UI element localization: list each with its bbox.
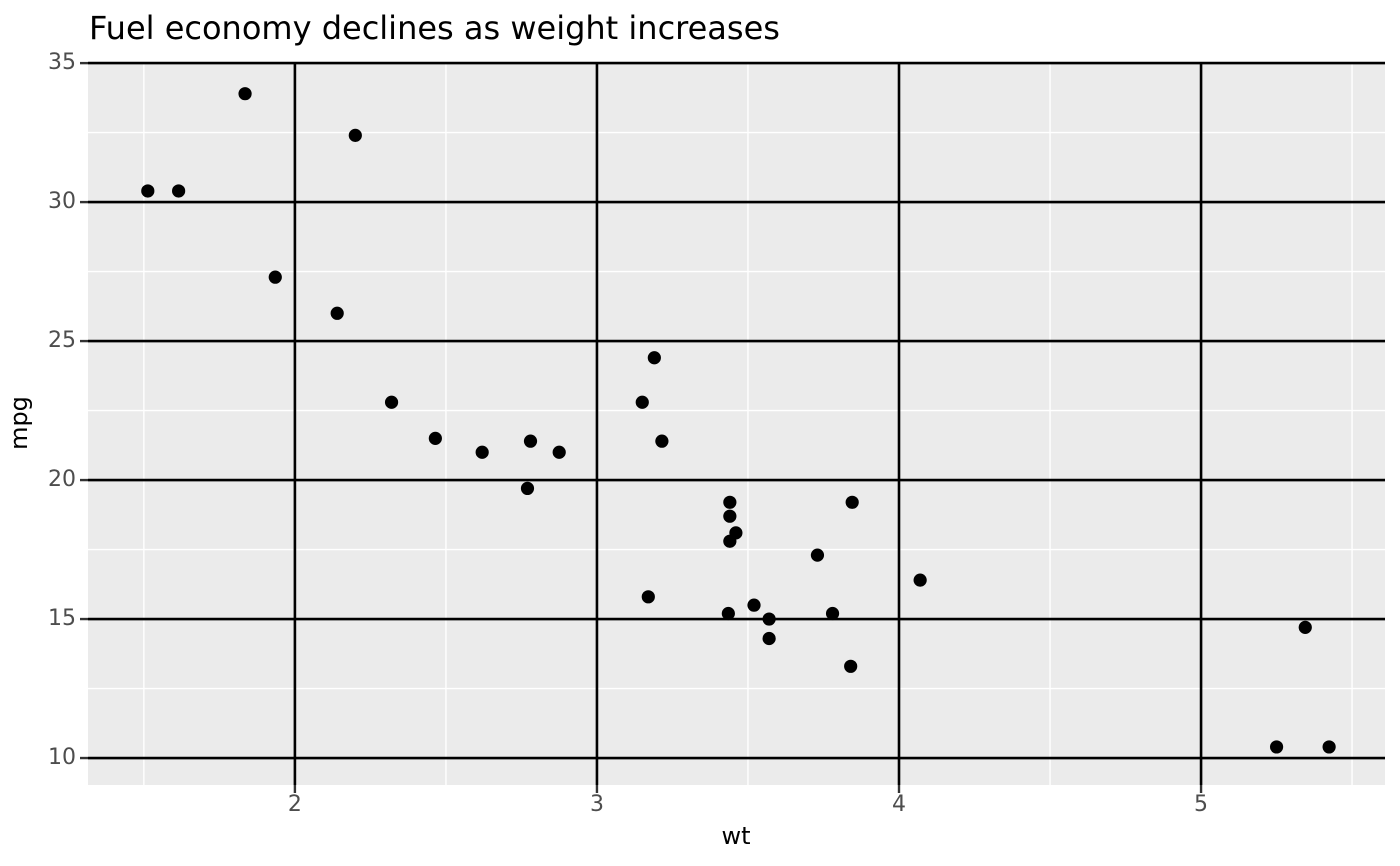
data-point [523, 434, 538, 448]
data-point [913, 573, 927, 587]
data-point [141, 184, 155, 198]
data-point [762, 612, 776, 626]
x-tick-label: 3 [589, 792, 604, 817]
data-point [635, 395, 649, 409]
data-point [723, 534, 737, 548]
data-point [475, 445, 489, 459]
data-point [1298, 620, 1312, 634]
data-point [348, 128, 362, 142]
y-tick-label: 35 [48, 50, 76, 76]
y-tick-label: 30 [48, 189, 76, 215]
x-tick-label: 5 [1194, 792, 1209, 817]
data-point [330, 306, 344, 320]
data-point [747, 598, 761, 612]
data-point [810, 548, 825, 562]
x-axis-title: wt [721, 822, 751, 850]
data-point [844, 659, 858, 673]
data-point [552, 445, 566, 459]
data-point [428, 431, 442, 445]
data-point [1322, 740, 1336, 754]
data-point [647, 351, 661, 365]
data-point [641, 590, 655, 604]
y-axis-title: mpg [5, 396, 33, 450]
y-tick-label: 25 [48, 328, 76, 354]
plot-panel [80, 61, 1385, 793]
x-tick-label: 4 [892, 792, 906, 817]
data-point [268, 270, 282, 284]
data-point [384, 395, 399, 409]
y-tick-label: 10 [48, 745, 76, 771]
y-tick-label: 15 [48, 606, 76, 632]
data-point [721, 606, 735, 621]
data-point [762, 631, 776, 646]
data-point [825, 606, 840, 621]
data-point [723, 509, 737, 523]
data-point [172, 184, 186, 198]
x-tick-label: 2 [287, 792, 302, 817]
data-point [845, 495, 859, 509]
chart-title: Fuel economy declines as weight increase… [89, 9, 780, 47]
data-point [1269, 740, 1284, 754]
data-point [520, 481, 535, 496]
data-point [655, 434, 669, 448]
data-point [723, 495, 737, 509]
y-tick-label: 20 [48, 467, 76, 493]
plot-canvas [80, 61, 1385, 793]
data-point [238, 87, 252, 101]
